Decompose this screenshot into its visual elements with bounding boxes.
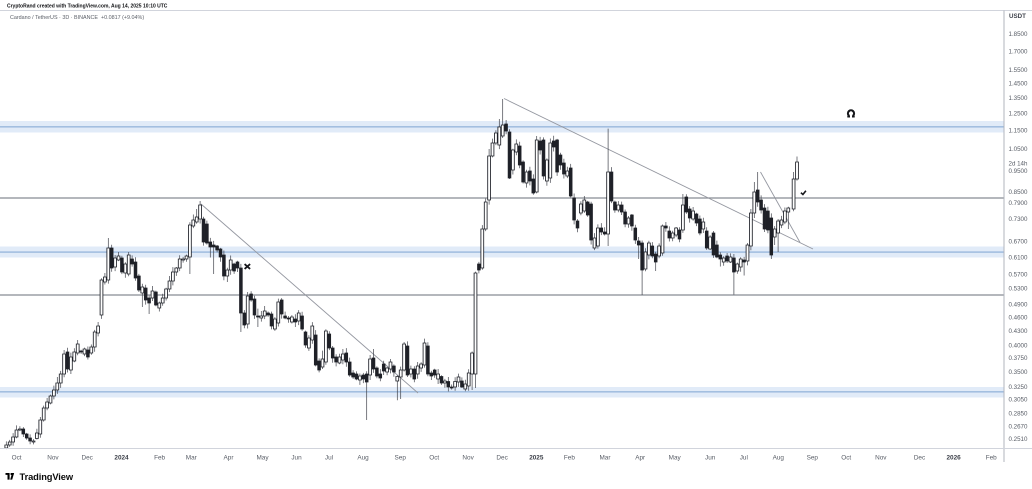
svg-text:0.4300: 0.4300: [1009, 328, 1028, 335]
svg-text:Mar: Mar: [186, 455, 198, 462]
svg-text:TradingView: TradingView: [20, 472, 74, 482]
svg-text:1.2500: 1.2500: [1009, 111, 1028, 118]
svg-text:Sep: Sep: [807, 455, 819, 462]
svg-text:1.7000: 1.7000: [1009, 48, 1028, 55]
svg-text:Dec: Dec: [914, 455, 926, 462]
svg-text:Apr: Apr: [224, 455, 235, 462]
svg-text:2025: 2025: [529, 455, 544, 462]
svg-text:Dec: Dec: [496, 455, 508, 462]
svg-text:0.2850: 0.2850: [1009, 411, 1028, 418]
svg-text:0.6700: 0.6700: [1009, 239, 1028, 246]
svg-text:0.7900: 0.7900: [1009, 200, 1028, 207]
svg-text:0.3500: 0.3500: [1009, 369, 1028, 376]
svg-text:Nov: Nov: [875, 455, 887, 462]
svg-text:Dec: Dec: [82, 455, 94, 462]
svg-text:1.8500: 1.8500: [1009, 31, 1028, 38]
svg-text:Feb: Feb: [154, 455, 165, 462]
svg-text:Sep: Sep: [395, 455, 407, 462]
svg-text:0.6100: 0.6100: [1009, 255, 1028, 262]
svg-text:2026: 2026: [946, 455, 961, 462]
svg-text:0.2510: 0.2510: [1009, 436, 1028, 443]
svg-text:1.0500: 1.0500: [1009, 146, 1028, 153]
svg-text:CryptoRand created with Tradin: CryptoRand created with TradingView.com,…: [7, 4, 168, 10]
svg-text:1.5500: 1.5500: [1009, 67, 1028, 74]
svg-text:USDT: USDT: [1009, 13, 1026, 20]
svg-text:1.4500: 1.4500: [1009, 81, 1028, 88]
svg-text:Aug: Aug: [357, 455, 369, 462]
svg-text:Oct: Oct: [429, 455, 439, 462]
svg-text:0.8500: 0.8500: [1009, 189, 1028, 196]
svg-text:0.5700: 0.5700: [1009, 272, 1028, 279]
svg-text:Feb: Feb: [564, 455, 575, 462]
svg-text:Nov: Nov: [462, 455, 474, 462]
svg-text:0.5300: 0.5300: [1009, 286, 1028, 293]
svg-text:Jun: Jun: [705, 455, 716, 462]
svg-text:Nov: Nov: [47, 455, 59, 462]
svg-text:2024: 2024: [114, 455, 129, 462]
svg-text:Mar: Mar: [599, 455, 611, 462]
svg-text:Feb: Feb: [986, 455, 997, 462]
svg-text:2d 14h: 2d 14h: [1009, 161, 1028, 168]
svg-text:Aug: Aug: [773, 455, 785, 462]
svg-text:0.4900: 0.4900: [1009, 302, 1028, 309]
svg-text:Jul: Jul: [740, 455, 748, 462]
svg-text:Oct: Oct: [12, 455, 22, 462]
svg-text:0.7300: 0.7300: [1009, 216, 1028, 223]
svg-text:Cardano / TetherUS · 3D · BINA: Cardano / TetherUS · 3D · BINANCE +0.081…: [10, 15, 144, 21]
svg-text:1.1500: 1.1500: [1009, 128, 1028, 135]
svg-text:1.3500: 1.3500: [1009, 95, 1028, 102]
svg-text:0.3250: 0.3250: [1009, 384, 1028, 391]
svg-text:0.9500: 0.9500: [1009, 168, 1028, 175]
svg-text:0.4000: 0.4000: [1009, 342, 1028, 349]
svg-text:0.2670: 0.2670: [1009, 424, 1028, 431]
svg-text:0.3050: 0.3050: [1009, 397, 1028, 404]
svg-text:Jun: Jun: [291, 455, 302, 462]
svg-text:Apr: Apr: [635, 455, 646, 462]
svg-text:Jul: Jul: [325, 455, 333, 462]
svg-text:Oct: Oct: [841, 455, 851, 462]
svg-text:May: May: [669, 455, 682, 462]
svg-text:0.4600: 0.4600: [1009, 315, 1028, 322]
svg-text:May: May: [256, 455, 269, 462]
svg-text:0.3750: 0.3750: [1009, 355, 1028, 362]
